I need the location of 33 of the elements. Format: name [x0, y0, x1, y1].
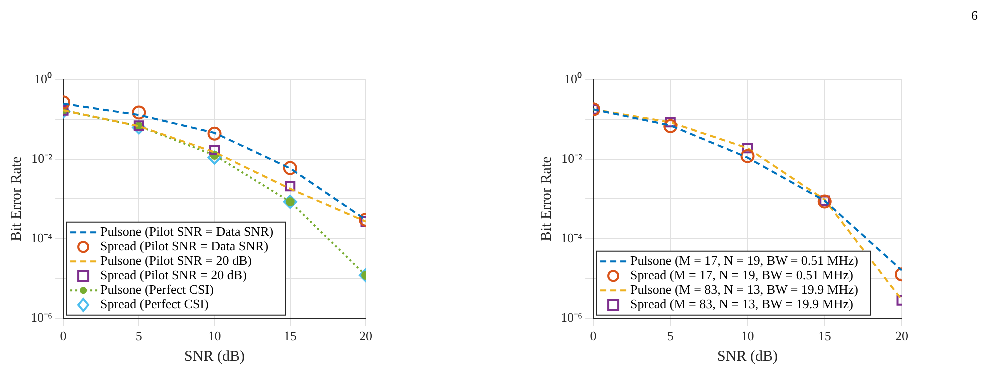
- x-tick-label: 5: [136, 328, 142, 344]
- legend-label: Pulsone (M = 17, N = 19, BW = 0.51 MHz): [630, 253, 858, 268]
- legend-label: Spread (Perfect CSI): [100, 296, 209, 312]
- x-tick-label: 20: [360, 328, 372, 344]
- x-tick-label: 5: [667, 328, 674, 344]
- y-tick-label: 10⁻⁶: [560, 310, 583, 325]
- legend-label: Spread (Pilot SNR = 20 dB): [100, 268, 247, 283]
- x-axis-title: SNR (dB): [184, 348, 245, 365]
- y-tick-label: 10⁻²: [32, 150, 53, 166]
- y-tick-label: 10⁻⁴: [30, 230, 53, 246]
- y-tick-label: 10⁻⁴: [560, 230, 583, 246]
- legend-label: Spread (Pilot SNR = Data SNR): [100, 238, 269, 254]
- y-tick-label: 10⁰: [34, 71, 53, 86]
- y-tick-label: 10⁻²: [562, 150, 583, 166]
- x-tick-label: 0: [60, 328, 67, 344]
- legend-label: Pulsone (Pilot SNR = 20 dB): [100, 253, 252, 268]
- x-tick-label: 10: [208, 328, 222, 344]
- y-axis-title: Bit Error Rate: [8, 156, 25, 242]
- y-tick-label: 10⁻⁶: [30, 310, 53, 325]
- x-tick-label: 15: [818, 328, 832, 344]
- legend-label: Spread (M = 83, N = 13, BW = 19.9 MHz): [630, 296, 854, 312]
- x-tick-label: 0: [590, 328, 597, 344]
- x-axis-title: SNR (dB): [718, 348, 778, 365]
- text: 6: [972, 8, 978, 24]
- legend-label: Pulsone (M = 83, N = 13, BW = 19.9 MHz): [630, 282, 858, 298]
- legend-label: Pulsone (Perfect CSI): [100, 282, 214, 298]
- y-tick-label: 10⁰: [564, 71, 583, 86]
- y-axis-title: Bit Error Rate: [538, 156, 555, 242]
- legend-label: Spread (M = 17, N = 19, BW = 0.51 MHz): [630, 268, 854, 283]
- legend-label: Pulsone (Pilot SNR = Data SNR): [100, 224, 274, 240]
- x-tick-label: 20: [896, 328, 908, 344]
- x-tick-label: 15: [284, 328, 297, 344]
- x-tick-label: 10: [741, 328, 754, 344]
